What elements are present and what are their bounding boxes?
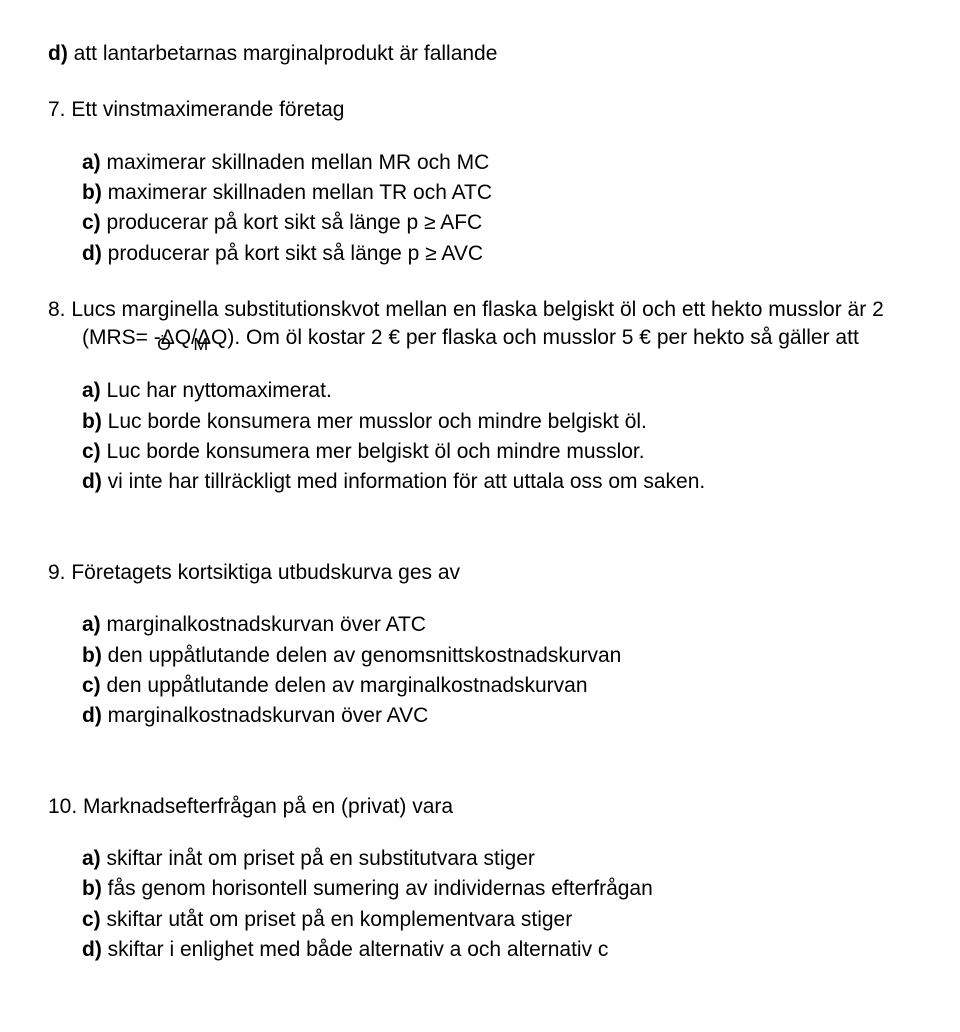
question-7: 7. Ett vinstmaximerande företag a) maxim…: [48, 96, 912, 268]
option-text: maximerar skillnaden mellan TR och ATC: [102, 181, 492, 204]
question-prompt: 8. Lucs marginella substitutionskvot mel…: [48, 296, 912, 353]
option-d: d) skiftar i enlighet med både alternati…: [82, 936, 912, 964]
question-prompt: 7. Ett vinstmaximerande företag: [48, 96, 912, 124]
question-options: a) marginalkostnadskurvan över ATC b) de…: [48, 611, 912, 730]
question-intro-part2: ). Om öl kostar 2 € per flaska och mussl…: [227, 326, 858, 349]
question-intro: Ett vinstmaximerande företag: [66, 98, 345, 121]
question-prompt: 9. Företagets kortsiktiga utbudskurva ge…: [48, 559, 912, 587]
option-text: skiftar utåt om priset på en komplementv…: [101, 908, 573, 931]
option-a: a) skiftar inåt om priset på en substitu…: [82, 845, 912, 873]
option-a: a) Luc har nyttomaximerat.: [82, 377, 912, 405]
question-options: a) maximerar skillnaden mellan MR och MC…: [48, 149, 912, 268]
question-intro: Marknadsefterfrågan på en (privat) vara: [77, 795, 453, 818]
option-text: marginalkostnadskurvan över AVC: [102, 704, 428, 727]
option-label: b): [82, 181, 102, 204]
question-number: 9.: [48, 561, 66, 584]
question-number: 8.: [48, 298, 66, 321]
option-text: Luc borde konsumera mer belgiskt öl och …: [101, 440, 645, 463]
option-label: d): [48, 42, 68, 65]
option-label: d): [82, 470, 102, 493]
option-label: b): [82, 410, 102, 433]
question-9: 9. Företagets kortsiktiga utbudskurva ge…: [48, 559, 912, 731]
option-text: skiftar i enlighet med både alternativ a…: [102, 938, 609, 961]
option-label: c): [82, 674, 101, 697]
option-text: skiftar inåt om priset på en substitutva…: [101, 847, 535, 870]
question-8: 8. Lucs marginella substitutionskvot mel…: [48, 296, 912, 497]
option-label: a): [82, 379, 101, 402]
option-text: fås genom horisontell sumering av indivi…: [102, 877, 653, 900]
option-label: d): [82, 704, 102, 727]
option-text: vi inte har tillräckligt med information…: [102, 470, 705, 493]
option-d: d) vi inte har tillräckligt med informat…: [82, 468, 912, 496]
option-b: b) maximerar skillnaden mellan TR och AT…: [82, 179, 912, 207]
option-text: producerar på kort sikt så länge p ≥ AFC: [101, 211, 483, 234]
option-c: c) Luc borde konsumera mer belgiskt öl o…: [82, 438, 912, 466]
option-text: att lantarbetarnas marginalprodukt är fa…: [68, 42, 498, 65]
option-text: maximerar skillnaden mellan MR och MC: [101, 151, 490, 174]
option-c: c) producerar på kort sikt så länge p ≥ …: [82, 209, 912, 237]
option-text: den uppåtlutande delen av genomsnittskos…: [102, 644, 622, 667]
question-prompt: 10. Marknadsefterfrågan på en (privat) v…: [48, 793, 912, 821]
option-c: c) den uppåtlutande delen av marginalkos…: [82, 672, 912, 700]
option-label: b): [82, 877, 102, 900]
option-a: a) marginalkostnadskurvan över ATC: [82, 611, 912, 639]
option-text: producerar på kort sikt så länge p ≥ AVC: [102, 242, 483, 265]
question-options: a) skiftar inåt om priset på en substitu…: [48, 845, 912, 964]
option-label: b): [82, 644, 102, 667]
option-b: b) fås genom horisontell sumering av ind…: [82, 875, 912, 903]
option-label: d): [82, 242, 102, 265]
option-text: den uppåtlutande delen av marginalkostna…: [101, 674, 588, 697]
option-text: marginalkostnadskurvan över ATC: [101, 613, 426, 636]
option-a: a) maximerar skillnaden mellan MR och MC: [82, 149, 912, 177]
option-label: c): [82, 440, 101, 463]
option-text: Luc borde konsumera mer musslor och mind…: [102, 410, 647, 433]
option-c: c) skiftar utåt om priset på en kompleme…: [82, 906, 912, 934]
question-number: 7.: [48, 98, 66, 121]
option-label: c): [82, 908, 101, 931]
option-label: d): [82, 938, 102, 961]
option-d: d) producerar på kort sikt så länge p ≥ …: [82, 240, 912, 268]
question-10: 10. Marknadsefterfrågan på en (privat) v…: [48, 793, 912, 965]
option-b: b) den uppåtlutande delen av genomsnitts…: [82, 642, 912, 670]
option-label: a): [82, 151, 101, 174]
question-options: a) Luc har nyttomaximerat. b) Luc borde …: [48, 377, 912, 496]
option-d: d) marginalkostnadskurvan över AVC: [82, 702, 912, 730]
question-6-option-d: d) att lantarbetarnas marginalprodukt är…: [48, 40, 912, 68]
question-intro: Företagets kortsiktiga utbudskurva ges a…: [66, 561, 461, 584]
option-label: a): [82, 847, 101, 870]
option-label: c): [82, 211, 101, 234]
question-number: 10.: [48, 795, 77, 818]
option-b: b) Luc borde konsumera mer musslor och m…: [82, 408, 912, 436]
option-label: a): [82, 613, 101, 636]
option-text: Luc har nyttomaximerat.: [101, 379, 332, 402]
